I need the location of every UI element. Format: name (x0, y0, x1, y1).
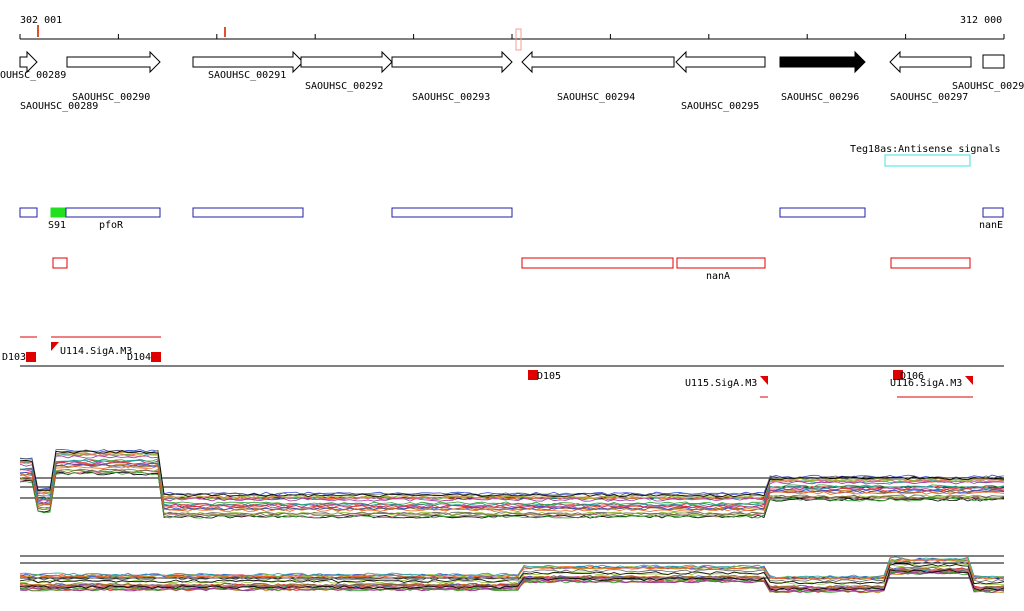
gene-arrow (779, 50, 866, 74)
promoter-site (528, 370, 538, 380)
gene-label: SAOUHSC_00291 (208, 70, 286, 81)
expression-trace (19, 471, 1005, 519)
ruler-mark (224, 27, 226, 37)
gene-label: SAOUHSC_00292 (305, 81, 383, 92)
promoter-label: U116.SigA.M3 (890, 378, 962, 389)
gene-label: SAOUHSC_00293 (412, 92, 490, 103)
ruler-start: 302 001 (20, 15, 62, 26)
promoter-flag (51, 342, 59, 351)
feature-box (391, 207, 513, 218)
promoter-label: D104 (127, 352, 151, 363)
feature-box (192, 207, 304, 218)
gene-arrow (66, 50, 161, 74)
feature-label: S91 (48, 220, 66, 231)
gene-label: SAOUHSC_0029 (952, 81, 1024, 92)
feature-box (676, 257, 766, 269)
gene-arrow (192, 50, 304, 74)
feature-box (779, 207, 866, 218)
ruler-mark (515, 28, 522, 51)
gene-label: SAOUHSC_00295 (681, 101, 759, 112)
promoter-site (151, 352, 161, 362)
expression-trace (19, 469, 1005, 517)
expression-trace (19, 568, 1005, 590)
feature-box (521, 257, 674, 269)
feature-label: pfoR (99, 220, 124, 231)
ruler-mark (37, 25, 39, 37)
promoter-site (893, 370, 903, 380)
feature-box (52, 257, 68, 269)
feature-label: nanA (706, 271, 730, 282)
gene-arrow (391, 50, 513, 74)
promoter-label: D106 (900, 371, 924, 382)
gene-label: SAOUHSC_00297 (890, 92, 968, 103)
gene-arrow (521, 50, 675, 74)
expression-trace (19, 558, 1005, 581)
ruler-end: 312 000 (960, 15, 1002, 26)
expression-trace (19, 560, 1005, 583)
expression-trace (19, 571, 1005, 593)
gene-label: SAOUHSC_00294 (557, 92, 635, 103)
promoter-label: D105 (537, 371, 561, 382)
gene-arrow (675, 50, 766, 74)
expression-trace (19, 569, 1005, 591)
promoter-label: U114.SigA.M3 (60, 346, 132, 357)
feature-box (982, 207, 1004, 218)
expression-trace (19, 449, 1005, 497)
feature-box (50, 207, 67, 218)
gene-arrow (300, 50, 393, 74)
expression-trace (19, 471, 1005, 519)
promoter-label: D103 (2, 352, 26, 363)
expression-trace (19, 455, 1005, 502)
feature-box (890, 257, 971, 269)
track-label: Teg18as:Antisense signals (850, 144, 1001, 155)
gene-label: AOUHSC_00289 (0, 70, 66, 81)
antisense-box (884, 154, 971, 167)
expression-trace (19, 556, 1005, 579)
feature-box (19, 207, 38, 218)
promoter-label: U115.SigA.M3 (685, 378, 757, 389)
feature-box (65, 207, 161, 218)
expression-trace (19, 450, 1005, 498)
gene-arrow (19, 50, 38, 74)
expression-trace (19, 463, 1005, 511)
promoter-site (26, 352, 36, 362)
expression-trace (19, 452, 1004, 499)
gene-label: SAOUHSC_00296 (781, 92, 859, 103)
expression-trace (19, 465, 1005, 512)
feature-label: nanE (979, 220, 1003, 231)
gene-label: SAOUHSC_00290 (72, 92, 150, 103)
expression-traces (19, 449, 1005, 594)
gene-arrow (889, 50, 972, 74)
promoter-flag (965, 376, 973, 385)
expression-trace (19, 459, 1005, 507)
promoter-flag (760, 376, 768, 385)
expression-trace (19, 462, 1005, 509)
gene-arrow (982, 54, 1005, 69)
gene-label: SAOUHSC_00289 (20, 101, 98, 112)
